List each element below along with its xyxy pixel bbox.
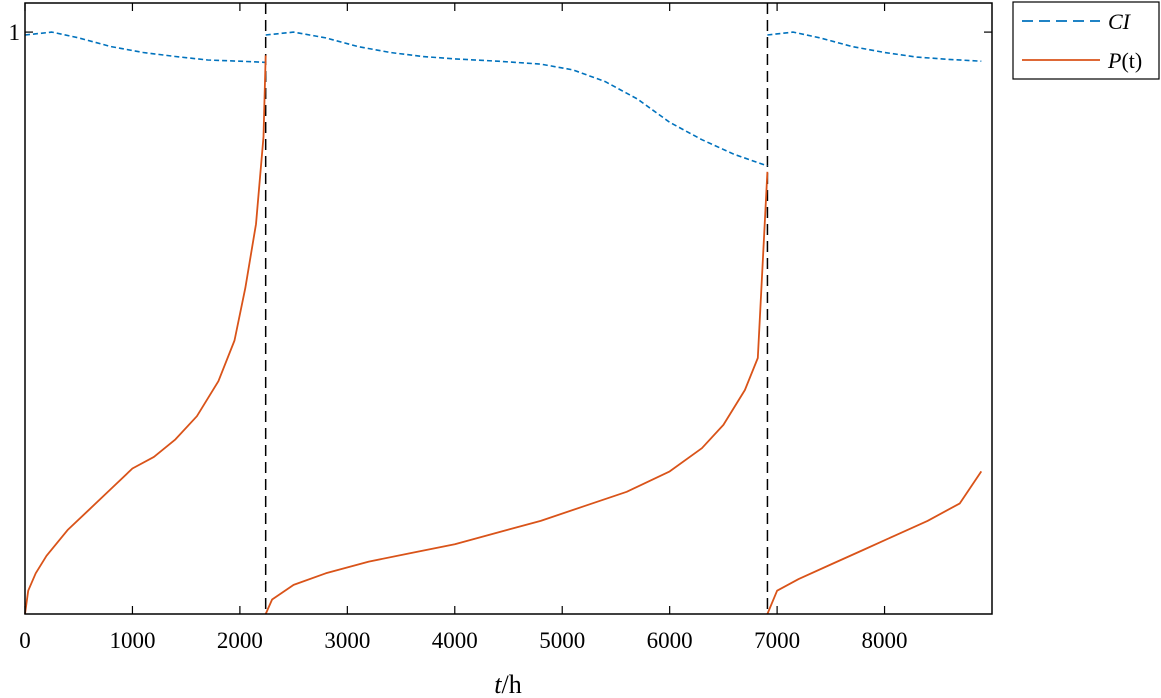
x-axis-label-var: t (494, 670, 502, 698)
series-pt-segment-0 (24, 55, 267, 615)
series-pt-segment-1 (264, 171, 769, 615)
tick-marks (24, 3, 992, 614)
axes-box (24, 2, 993, 615)
x-tick-label-6000: 6000 (647, 628, 693, 653)
y-tick-label-1: 1 (9, 20, 21, 45)
series-ci-segment-1 (265, 31, 768, 167)
series-pt-segment-2 (766, 470, 983, 615)
x-axis-label: t/h (494, 670, 521, 698)
x-tick-label-0: 0 (19, 628, 31, 653)
x-tick-label-5000: 5000 (539, 628, 585, 653)
x-tick-label-3000: 3000 (324, 628, 370, 653)
x-tick-label-2000: 2000 (217, 628, 263, 653)
y-tick-labels: 1 (9, 20, 21, 45)
legend: CI P(t) (1012, 1, 1160, 80)
legend-label-pt: P(t) (1107, 48, 1142, 73)
legend-label-pt-arg: (t) (1121, 48, 1142, 73)
plot-content (24, 3, 983, 615)
x-axis-label-unit: /h (502, 670, 522, 698)
x-tick-labels: 0 1000 2000 3000 4000 5000 6000 7000 8000 (19, 628, 907, 653)
legend-label-ci: CI (1108, 9, 1132, 34)
x-tick-label-4000: 4000 (432, 628, 478, 653)
x-tick-label-8000: 8000 (862, 628, 908, 653)
series-ci-segment-2 (767, 31, 982, 62)
series-ci-segment-0 (24, 31, 266, 64)
legend-box (1012, 1, 1160, 80)
legend-label-pt-var: P (1107, 48, 1121, 73)
x-tick-label-7000: 7000 (754, 628, 800, 653)
x-tick-label-1000: 1000 (109, 628, 155, 653)
